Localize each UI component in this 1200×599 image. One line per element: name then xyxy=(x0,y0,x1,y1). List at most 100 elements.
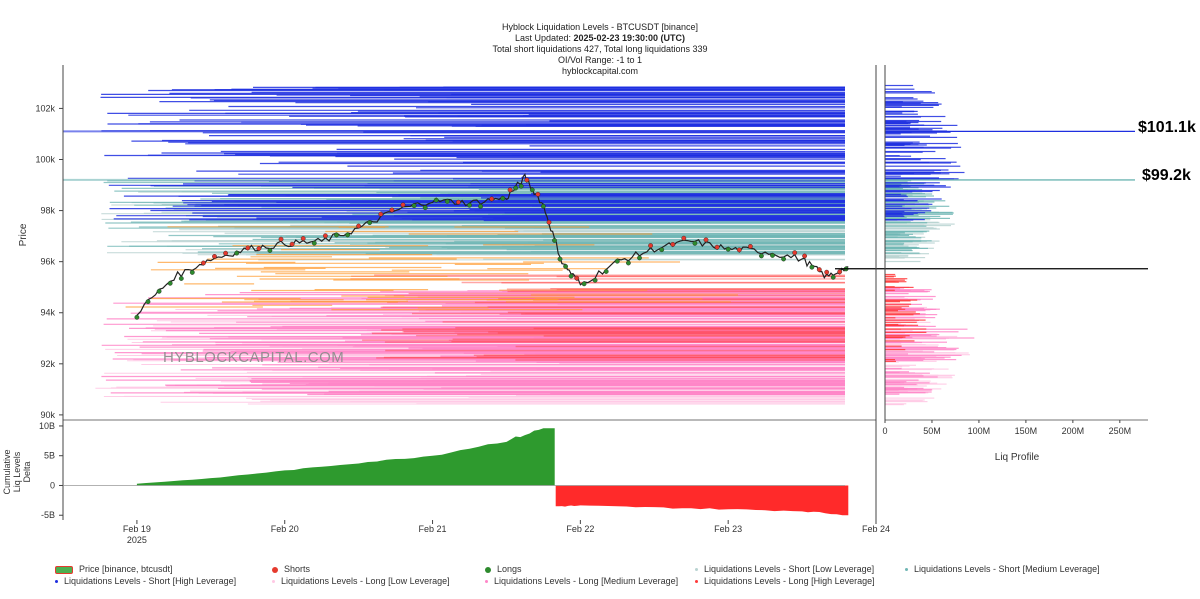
short-marker xyxy=(648,243,653,249)
x-tick-label: Feb 22 xyxy=(566,524,594,534)
delta-tick-label: -5B xyxy=(41,510,55,520)
long-marker xyxy=(513,185,519,191)
legend-label: Liquidations Levels - Long [Low Leverage… xyxy=(281,576,450,586)
profile-bar-short-high xyxy=(885,144,919,146)
profile-bar-short-high xyxy=(885,205,903,207)
profile-bar-short-high xyxy=(885,135,930,137)
profile-bar-long-low xyxy=(885,365,910,367)
profile-bar-long-medium xyxy=(885,307,925,309)
long-marker xyxy=(444,198,450,204)
profile-bar-short-high xyxy=(885,199,904,201)
profile-bar-short-medium xyxy=(885,233,901,235)
long-marker xyxy=(167,280,173,286)
long-marker xyxy=(603,269,609,274)
x-tick-label: Feb 24 xyxy=(862,524,890,534)
profile-bar-long-high xyxy=(885,314,914,316)
profile-bar-short-high xyxy=(885,129,933,131)
y-tick-label: 98k xyxy=(40,206,55,216)
y-axis-label: Price xyxy=(18,223,29,246)
profile-bar-short-high xyxy=(885,208,912,210)
legend-swatch xyxy=(55,580,58,584)
profile-bar-short-high xyxy=(885,151,923,153)
profile-bar-long-high xyxy=(885,310,898,312)
profile-bar-short-high xyxy=(885,97,914,99)
profile-bar-short-high xyxy=(885,210,905,213)
y-tick-label: 90k xyxy=(40,410,55,420)
profile-bar-long-high xyxy=(885,303,912,305)
long-marker xyxy=(518,183,524,189)
legend-label: Longs xyxy=(497,564,522,574)
x-tick-label: Feb 19 xyxy=(123,524,151,534)
profile-bar-long-low xyxy=(885,397,935,399)
profile-bar-long-medium xyxy=(885,290,928,293)
short-marker xyxy=(792,250,798,256)
profile-bar-short-high xyxy=(885,158,946,160)
profile-bar-short-high xyxy=(885,169,949,171)
profile-x-tick-label: 50M xyxy=(923,426,941,436)
profile-bar-short-medium xyxy=(885,204,905,206)
profile-bar-short-high xyxy=(885,215,905,217)
legend-swatch xyxy=(272,566,278,573)
profile-bar-short-high xyxy=(885,133,901,135)
profile-bar-short-high xyxy=(885,120,942,123)
profile-bar-short-high xyxy=(885,122,919,124)
legend-item[interactable]: Liquidations Levels - Long [High Leverag… xyxy=(695,576,875,586)
profile-bar-long-high xyxy=(885,349,906,351)
profile-bar-long-medium xyxy=(885,371,900,373)
profile-bar-long-high xyxy=(885,307,902,309)
legend-item[interactable]: Liquidations Levels - Long [Low Leverage… xyxy=(272,576,450,586)
profile-bar-long-medium xyxy=(885,289,925,291)
profile-bar-short-high xyxy=(885,115,946,118)
long-marker xyxy=(563,263,568,269)
profile-bar-short-high xyxy=(885,146,924,148)
legend-item[interactable]: Liquidations Levels - Short [Medium Leve… xyxy=(905,564,1100,574)
watermark: HYBLOCKCAPITAL.COM xyxy=(163,349,345,366)
profile-bar-long-high xyxy=(885,299,918,301)
profile-bar-short-high xyxy=(885,147,952,149)
legend-item[interactable]: Longs xyxy=(485,564,522,574)
profile-bar-short-high xyxy=(885,159,921,161)
profile-bar-short-low xyxy=(885,204,930,206)
short-marker xyxy=(223,250,229,256)
profile-bar-short-high xyxy=(885,106,934,108)
profile-bar-long-medium xyxy=(885,372,930,374)
long-marker xyxy=(367,220,373,226)
profile-bar-short-medium xyxy=(885,195,934,197)
long-marker xyxy=(809,264,815,270)
short-marker xyxy=(546,219,552,225)
long-marker xyxy=(311,240,317,246)
profile-bar-short-high xyxy=(885,131,951,133)
profile-bar-short-high xyxy=(885,136,958,138)
profile-bar-long-medium xyxy=(885,338,900,340)
site-text: hyblockcapital.com xyxy=(561,66,639,76)
profile-bar-long-medium xyxy=(885,310,926,312)
profile-bar-long-medium xyxy=(885,358,925,360)
legend-swatch xyxy=(485,580,488,584)
profile-bar-short-high xyxy=(885,100,924,102)
profile-bar-long-high xyxy=(885,340,915,342)
profile-x-axis-label: Liq Profile xyxy=(995,452,1040,463)
legend-item[interactable]: Price [binance, btcusdt] xyxy=(55,564,173,574)
short-marker xyxy=(245,245,251,251)
legend-item[interactable]: Shorts xyxy=(272,564,310,574)
profile-bar-short-medium xyxy=(885,244,904,246)
profile-bar-long-high xyxy=(885,319,926,321)
legend-item[interactable]: Liquidations Levels - Short [Low Leverag… xyxy=(695,564,874,574)
delta-axis-label-line: Delta xyxy=(22,461,32,482)
long-marker xyxy=(334,232,339,238)
profile-bar-short-high xyxy=(885,194,907,196)
profile-bar-long-medium xyxy=(885,348,957,351)
profile-bar-short-medium xyxy=(885,221,911,223)
y-tick-label: 102k xyxy=(35,103,55,113)
profile-bar-short-medium xyxy=(885,183,925,185)
profile-bar-short-low xyxy=(885,227,937,229)
profile-bar-long-high xyxy=(885,336,906,338)
profile-bar-short-low xyxy=(885,245,909,247)
short-marker xyxy=(670,241,676,247)
legend-item[interactable]: Liquidations Levels - Short [High Levera… xyxy=(55,576,236,586)
legend-swatch xyxy=(695,580,698,584)
legend-item[interactable]: Liquidations Levels - Long [Medium Lever… xyxy=(485,576,678,586)
profile-bar-short-high xyxy=(885,124,958,126)
short-marker xyxy=(200,260,206,266)
profile-bar-long-high xyxy=(885,300,911,302)
